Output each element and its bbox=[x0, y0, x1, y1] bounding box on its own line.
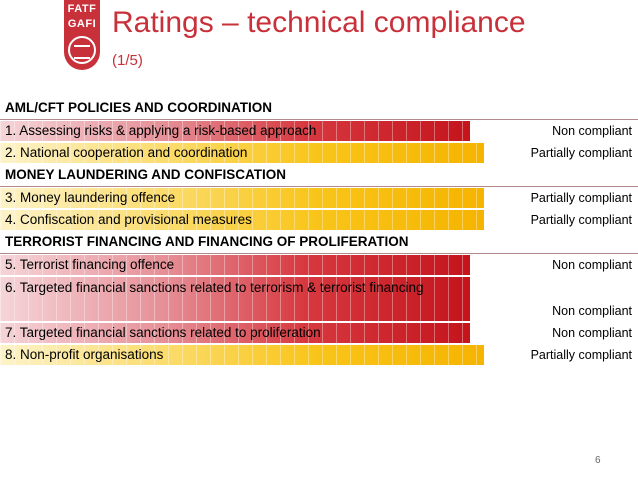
recommendation-label: 2. National cooperation and coordination bbox=[5, 145, 248, 160]
rating-bar bbox=[0, 255, 470, 275]
recommendation-label: 3. Money laundering offence bbox=[5, 190, 176, 205]
rating-bar bbox=[0, 121, 470, 141]
rating-value: Non compliant bbox=[552, 326, 632, 340]
section-header: AML/CFT POLICIES AND COORDINATION bbox=[5, 100, 272, 115]
page-number: 6 bbox=[595, 455, 601, 466]
fatf-gafi-logo: FATF GAFI bbox=[64, 0, 100, 70]
rating-value: Non compliant bbox=[552, 124, 632, 138]
recommendation-label: 1. Assessing risks & applying a risk-bas… bbox=[5, 123, 317, 138]
divider bbox=[0, 119, 638, 120]
rating-row: 4. Confiscation and provisional measures… bbox=[0, 209, 638, 231]
logo-line-2: GAFI bbox=[67, 18, 97, 30]
recommendation-label: 6. Targeted financial sanctions related … bbox=[5, 280, 424, 295]
rating-row: 1. Assessing risks & applying a risk-bas… bbox=[0, 120, 638, 142]
rating-row: 7. Targeted financial sanctions related … bbox=[0, 322, 638, 344]
recommendation-label: 5. Terrorist financing offence bbox=[5, 257, 175, 272]
rating-row: 6. Targeted financial sanctions related … bbox=[0, 276, 638, 322]
rating-value: Non compliant bbox=[552, 258, 632, 272]
recommendation-label: 8. Non-profit organisations bbox=[5, 347, 164, 362]
rating-bar bbox=[0, 143, 484, 163]
rating-row: 3. Money laundering offence Partially co… bbox=[0, 187, 638, 209]
rating-bar bbox=[0, 345, 484, 365]
ratings-table: AML/CFT POLICIES AND COORDINATION 1. Ass… bbox=[0, 97, 638, 366]
rating-value: Partially compliant bbox=[530, 213, 632, 227]
rating-value: Non compliant bbox=[552, 304, 632, 318]
rating-value: Partially compliant bbox=[530, 348, 632, 362]
rating-bar bbox=[0, 210, 484, 230]
rating-value: Partially compliant bbox=[530, 191, 632, 205]
rating-row: 5. Terrorist financing offence Non compl… bbox=[0, 254, 638, 276]
slide-title: Ratings – technical compliance bbox=[112, 6, 526, 39]
recommendation-label: 4. Confiscation and provisional measures bbox=[5, 212, 252, 227]
rating-value: Partially compliant bbox=[530, 146, 632, 160]
divider bbox=[0, 253, 638, 254]
slide-subtitle: (1/5) bbox=[112, 52, 143, 69]
logo-line-1: FATF bbox=[67, 3, 97, 15]
rating-row: 2. National cooperation and coordination… bbox=[0, 142, 638, 164]
rating-bar bbox=[0, 188, 484, 208]
divider bbox=[0, 186, 638, 187]
section-header: TERRORIST FINANCING AND FINANCING OF PRO… bbox=[5, 234, 409, 249]
section-header: MONEY LAUNDERING AND CONFISCATION bbox=[5, 167, 287, 182]
rating-row: 8. Non-profit organisations Partially co… bbox=[0, 344, 638, 366]
globe-icon bbox=[68, 36, 96, 64]
rating-bar bbox=[0, 277, 470, 321]
rating-bar bbox=[0, 323, 470, 343]
recommendation-label: 7. Targeted financial sanctions related … bbox=[5, 325, 321, 340]
